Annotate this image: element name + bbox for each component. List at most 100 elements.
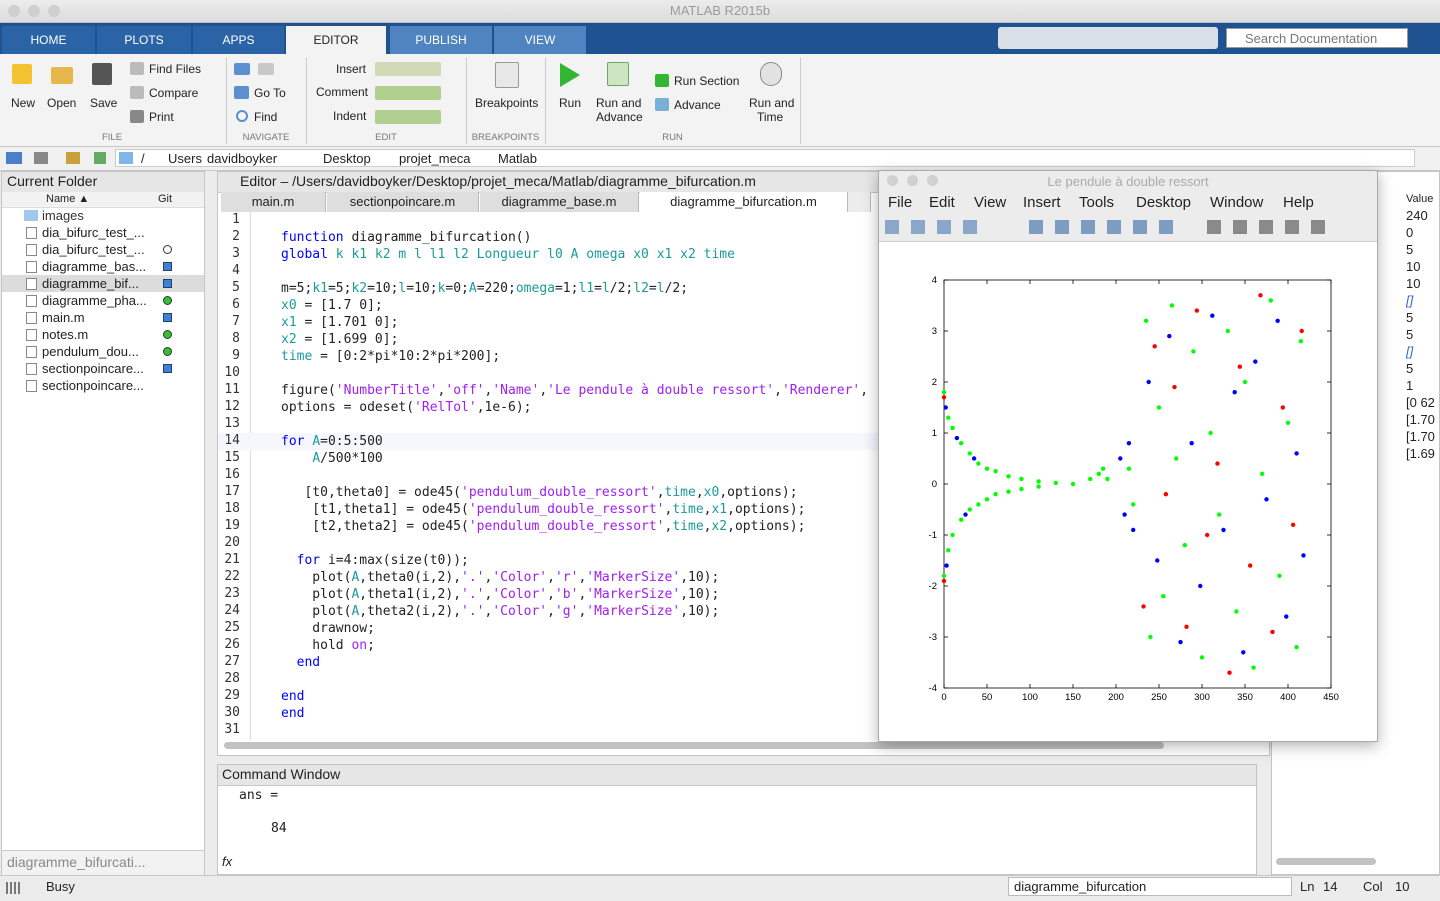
menu-item[interactable]: Edit — [929, 194, 955, 211]
new-tab-button[interactable] — [848, 192, 871, 212]
breadcrumb[interactable]: Users — [168, 151, 202, 166]
editor-tab-active[interactable]: diagramme_bifurcation.m — [640, 192, 848, 212]
nav-icons[interactable] — [6, 152, 106, 164]
file-row[interactable]: main.m — [42, 310, 85, 325]
file-row[interactable]: dia_bifurc_test_... — [42, 242, 145, 257]
scatter-point — [1178, 639, 1183, 645]
tab[interactable]: APPS — [193, 26, 284, 54]
scrollbar[interactable] — [224, 742, 1164, 749]
fig-zoom[interactable] — [927, 175, 938, 186]
file-row[interactable]: diagramme_bas... — [42, 259, 147, 274]
tab-active[interactable]: EDITOR — [286, 26, 386, 54]
tab[interactable]: PLOTS — [97, 26, 191, 54]
indent-button[interactable]: Indent — [333, 109, 367, 123]
code-token: x0 — [281, 298, 297, 313]
run-section-button[interactable]: Run Section — [674, 74, 740, 88]
breadcrumb[interactable]: davidboyker — [207, 151, 278, 166]
save-button[interactable]: Save — [90, 96, 118, 110]
col-git[interactable]: Git — [158, 193, 173, 205]
scatter-point — [959, 441, 964, 446]
fig-close[interactable] — [887, 175, 898, 186]
code-token: , — [703, 519, 712, 534]
menu-item[interactable]: View — [974, 194, 1007, 211]
find-files-button[interactable]: Find Files — [149, 62, 202, 76]
breakpoints-button[interactable]: Breakpoints — [475, 96, 539, 110]
line-number: 1 — [232, 212, 240, 227]
zoom-button[interactable] — [48, 5, 60, 17]
code-token: end — [296, 655, 321, 670]
insert-button[interactable]: Insert — [336, 62, 367, 76]
breadcrumb[interactable]: projet_meca — [399, 151, 471, 166]
workspace-value: [1.69 — [1406, 446, 1435, 461]
file-row[interactable]: sectionpoincare... — [42, 378, 144, 393]
menu-item[interactable]: Tools — [1079, 194, 1115, 211]
folder-row[interactable]: images — [42, 208, 84, 223]
status-text: Busy — [46, 879, 75, 894]
comment-button[interactable]: Comment — [316, 85, 369, 99]
back-icon — [234, 63, 250, 75]
git-status — [163, 330, 172, 339]
line-number: 8 — [232, 331, 240, 346]
scatter-point — [967, 507, 972, 512]
new-button[interactable]: New — [11, 96, 36, 110]
print-button[interactable]: Print — [149, 110, 174, 124]
folder-icon — [24, 210, 38, 221]
tab[interactable]: HOME — [2, 26, 95, 54]
code-token: l — [656, 281, 665, 296]
toolbar-icons[interactable] — [1207, 220, 1337, 234]
code-line: figure('NumberTitle','off','Name','Le pe… — [281, 382, 868, 399]
toolbar-icons[interactable] — [885, 220, 985, 234]
code-token: =1; — [554, 281, 579, 296]
file-row[interactable]: pendulum_dou... — [42, 344, 139, 359]
menu-item[interactable]: Help — [1283, 194, 1314, 211]
run-advance-button[interactable]: Advance — [596, 110, 643, 124]
line-number: 18 — [224, 501, 240, 516]
menu-item[interactable]: Desktop — [1136, 194, 1192, 211]
file-row[interactable]: diagramme_pha... — [42, 293, 147, 308]
go-to-button[interactable]: Go To — [254, 86, 286, 100]
col-name[interactable]: Name ▲ — [46, 193, 90, 205]
run-advance-button[interactable]: Run and — [596, 96, 642, 110]
minimize-button[interactable] — [28, 5, 40, 17]
search-box[interactable]: Search Documentation — [1226, 28, 1408, 48]
function-name: diagramme_bifurcation — [1014, 879, 1147, 894]
close-button[interactable] — [8, 5, 20, 17]
scrollbar[interactable] — [1276, 858, 1376, 865]
editor-tab[interactable]: sectionpoincare.m — [327, 192, 479, 212]
menu-item[interactable]: Insert — [1023, 194, 1061, 211]
line-number: 24 — [224, 603, 240, 618]
tab[interactable]: VIEW — [494, 26, 586, 54]
address-field[interactable] — [115, 149, 1415, 167]
menu-item[interactable]: Window — [1210, 194, 1264, 211]
x-tick-label: 0 — [941, 692, 946, 703]
file-row[interactable]: diagramme_bif... — [42, 276, 139, 291]
toolbar-icons[interactable] — [1029, 220, 1179, 234]
run-time-button[interactable]: Time — [757, 110, 784, 124]
code-token: 'r' — [554, 570, 579, 585]
advance-button[interactable]: Advance — [674, 98, 721, 112]
x-tick-label: 350 — [1237, 692, 1253, 703]
scatter-point — [1019, 486, 1024, 492]
workspace-value: [] — [1406, 344, 1414, 359]
tab[interactable]: PUBLISH — [390, 26, 492, 54]
breadcrumb[interactable]: Matlab — [498, 151, 538, 166]
file-row[interactable]: sectionpoincare... — [42, 361, 144, 376]
run-button[interactable]: Run — [559, 96, 582, 110]
menu-item[interactable]: File — [888, 194, 913, 211]
code-line: plot(A,theta1(i,2),'.','Color','b','Mark… — [281, 586, 719, 603]
editor-tab[interactable]: diagramme_base.m — [480, 192, 639, 212]
breadcrumb[interactable]: Desktop — [323, 151, 371, 166]
run-time-button[interactable]: Run and — [749, 96, 795, 110]
editor-tab[interactable]: main.m — [221, 192, 326, 212]
file-row[interactable]: notes.m — [42, 327, 89, 342]
find-button[interactable]: Find — [254, 110, 278, 124]
workspace-value: 5 — [1406, 310, 1414, 325]
breadcrumb[interactable]: / — [141, 151, 145, 166]
code-token: = [1.701 0]; — [296, 315, 399, 330]
open-button[interactable]: Open — [47, 96, 77, 110]
compare-button[interactable]: Compare — [149, 86, 199, 100]
file-row[interactable]: dia_bifurc_test_... — [42, 225, 145, 240]
fig-min[interactable] — [907, 175, 918, 186]
scatter-point — [1152, 344, 1157, 349]
scatter-point — [993, 469, 998, 474]
